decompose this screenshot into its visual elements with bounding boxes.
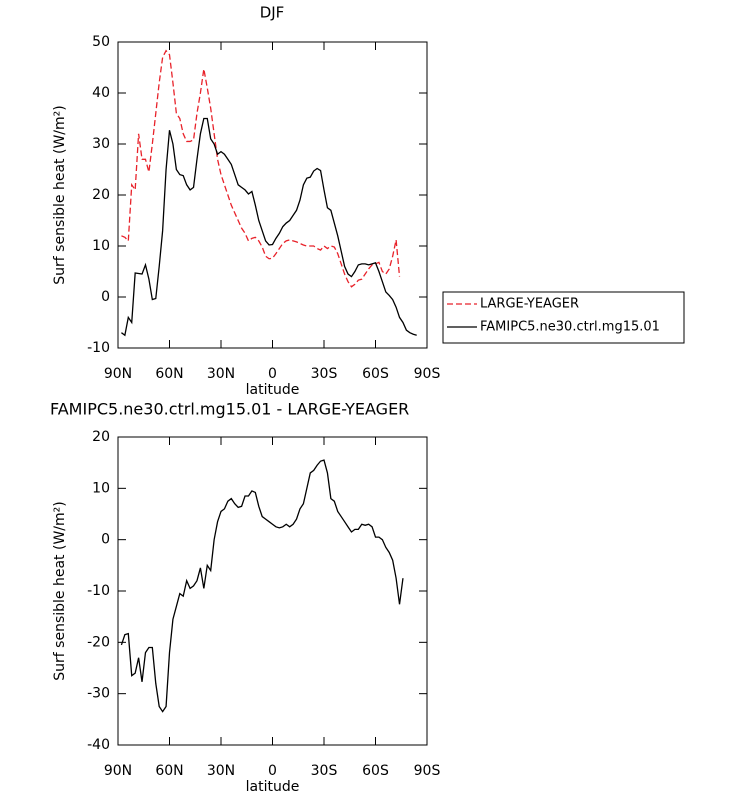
y-tick-label: 40 [92,85,110,101]
data-line [121,117,417,337]
x-tick-label: 90N [104,366,132,382]
x-axis-label: latitude [246,779,300,795]
chart-title: FAMIPC5.ne30.ctrl.mg15.01 - LARGE-YEAGER [50,400,409,419]
data-line [121,49,401,288]
data-line [120,459,404,713]
y-tick-label: 10 [92,480,110,496]
x-tick-label: 90S [414,763,441,779]
legend-box [442,291,685,344]
x-tick-label: 90S [414,366,441,382]
x-tick-label: 90N [104,763,132,779]
x-tick-label: 60N [155,763,183,779]
x-tick-label: 30N [207,763,235,779]
x-tick-label: 0 [268,366,277,382]
x-tick-label: 60S [362,763,389,779]
y-tick-label: 0 [101,289,110,305]
legend: LARGE-YEAGER FAMIPC5.ne30.ctrl.mg15.01 [442,291,685,344]
x-tick-label: 30S [311,763,338,779]
y-tick-label: -10 [87,583,110,599]
y-tick-label: 0 [101,532,110,548]
y-tick-label: 20 [92,187,110,203]
x-tick-label: 30S [311,366,338,382]
y-tick-label: -20 [87,634,110,650]
x-axis-label: latitude [246,382,300,398]
y-tick-label: -10 [87,340,110,356]
x-tick-label: 60N [155,366,183,382]
legend-label: LARGE-YEAGER [480,297,579,312]
y-tick-label: 50 [92,34,110,50]
plot-frame [117,436,428,746]
y-tick-label: -30 [87,686,110,702]
y-axis-label: Surf sensible heat (W/m²) [52,501,68,680]
x-tick-label: 60S [362,366,389,382]
chart-title: DJF [260,4,285,22]
y-axis-label: Surf sensible heat (W/m²) [52,105,68,284]
y-tick-label: 30 [92,136,110,152]
x-tick-label: 0 [268,763,277,779]
y-tick-label: 20 [92,429,110,445]
x-tick-label: 30N [207,366,235,382]
y-tick-label: 10 [92,238,110,254]
y-tick-label: -40 [87,737,110,753]
legend-label: FAMIPC5.ne30.ctrl.mg15.01 [480,320,660,335]
